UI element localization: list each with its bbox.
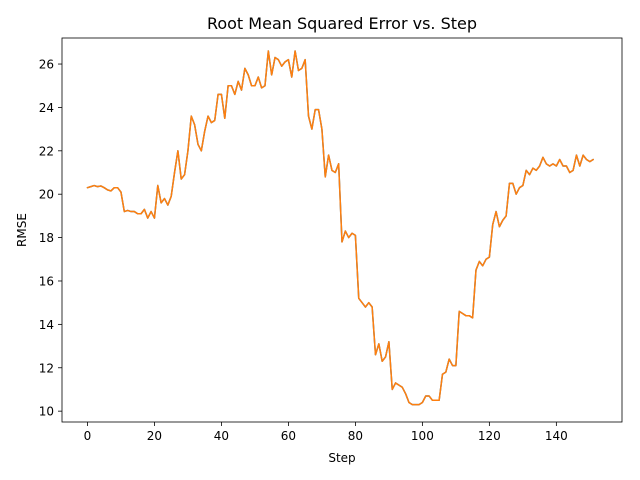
y-tick-label: 10 bbox=[39, 405, 54, 419]
y-tick-label: 12 bbox=[39, 361, 54, 375]
y-tick-label: 20 bbox=[39, 188, 54, 202]
y-tick-label: 16 bbox=[39, 274, 54, 288]
x-axis-ticks: 0 20 40 60 80 100 120 140 bbox=[84, 422, 568, 443]
x-tick-label: 80 bbox=[348, 429, 363, 443]
x-tick-label: 60 bbox=[281, 429, 296, 443]
x-tick-label: 120 bbox=[478, 429, 501, 443]
y-tick-label: 18 bbox=[39, 231, 54, 245]
x-tick-label: 100 bbox=[411, 429, 434, 443]
plot-frame bbox=[61, 37, 623, 423]
y-tick-label: 14 bbox=[39, 318, 54, 332]
x-tick-label: 20 bbox=[147, 429, 162, 443]
y-tick-label: 22 bbox=[39, 144, 54, 158]
y-axis-ticks: 10 12 14 16 18 20 22 24 26 bbox=[39, 58, 62, 419]
x-tick-label: 40 bbox=[214, 429, 229, 443]
chart-title: Root Mean Squared Error vs. Step bbox=[207, 14, 477, 33]
y-tick-label: 24 bbox=[39, 101, 54, 115]
x-tick-label: 140 bbox=[545, 429, 568, 443]
y-axis-label: RMSE bbox=[15, 213, 29, 247]
y-tick-label: 26 bbox=[39, 58, 54, 72]
x-tick-label: 0 bbox=[84, 429, 92, 443]
series-layer bbox=[86, 50, 594, 406]
x-axis-label: Step bbox=[328, 451, 355, 465]
series-line-2 bbox=[86, 50, 594, 406]
